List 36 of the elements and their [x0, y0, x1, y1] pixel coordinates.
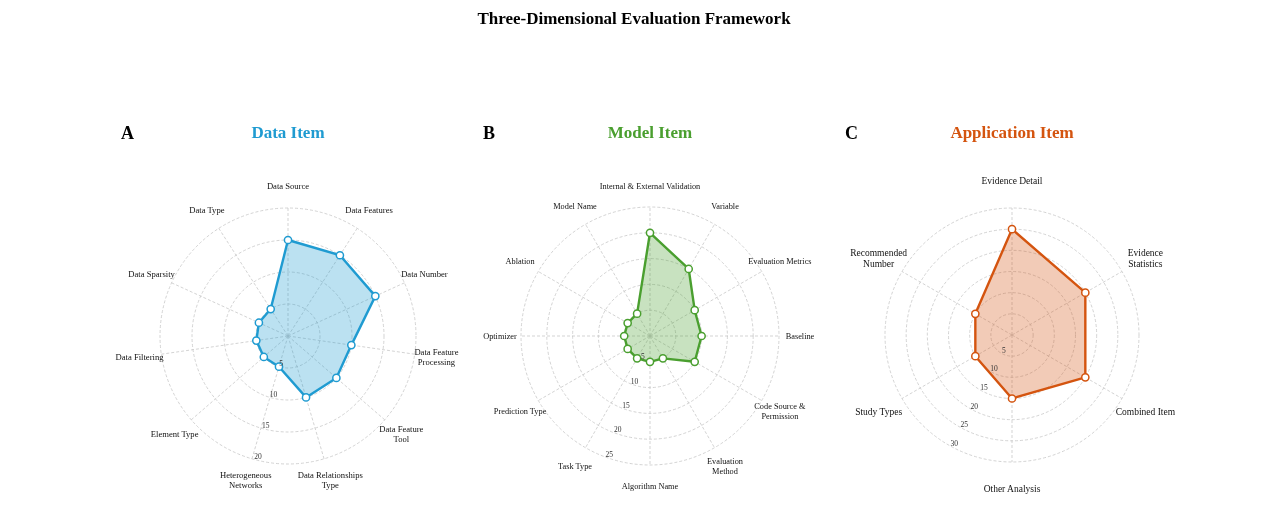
text: C — [845, 123, 858, 143]
spoke-label: Ablation — [505, 256, 536, 266]
text: Three-Dimensional Evaluation Framework — [477, 9, 792, 28]
spoke-label: Evaluation Method — [707, 457, 744, 476]
spoke-label: Code Source & Permission — [754, 402, 807, 421]
spoke-label: Optimizer — [483, 331, 518, 341]
spoke-label: Prediction Type — [493, 406, 547, 416]
spoke-label: Model Name — [553, 202, 598, 211]
spoke-label: Element Type — [150, 429, 199, 440]
spoke-label: Evidence Statistics — [1127, 247, 1164, 269]
spoke-label: Combined Item — [1115, 407, 1176, 418]
text: B — [483, 123, 496, 143]
spoke-label: Other Analysis — [983, 484, 1041, 495]
spoke-label: Baseline — [785, 331, 815, 341]
spoke-label: Internal & External Validation — [599, 181, 702, 191]
chart-title: Model Item — [607, 123, 693, 142]
spoke-label: Evaluation Metrics — [748, 256, 812, 266]
spoke-label: Data Feature Tool — [379, 424, 424, 445]
spoke-label: Algorithm Name — [621, 481, 679, 491]
spoke-label: Study Types — [855, 407, 903, 418]
spoke-label: Task Type — [558, 461, 593, 471]
spoke-label: Data Sparsity — [128, 268, 176, 279]
spoke-label: Data Filtering — [115, 352, 165, 363]
spoke-label: Data Features — [345, 204, 394, 215]
spoke-label: Data Source — [266, 181, 310, 192]
chart-title: Data Item — [251, 123, 325, 142]
spoke-label: Heterogeneous Networks — [219, 469, 273, 490]
chart-title: Application Item — [950, 123, 1074, 142]
spoke-label: Data Relationships Type — [297, 469, 364, 490]
text: A — [121, 123, 134, 143]
spoke-label: Data Type — [189, 204, 225, 215]
spoke-label: Variable — [711, 202, 740, 211]
spoke-label: Evidence Detail — [981, 176, 1043, 187]
spoke-label: Data Feature Processing — [414, 347, 459, 368]
spoke-label: Data Number — [401, 268, 448, 279]
spoke-label: Recommended Number — [850, 247, 908, 269]
